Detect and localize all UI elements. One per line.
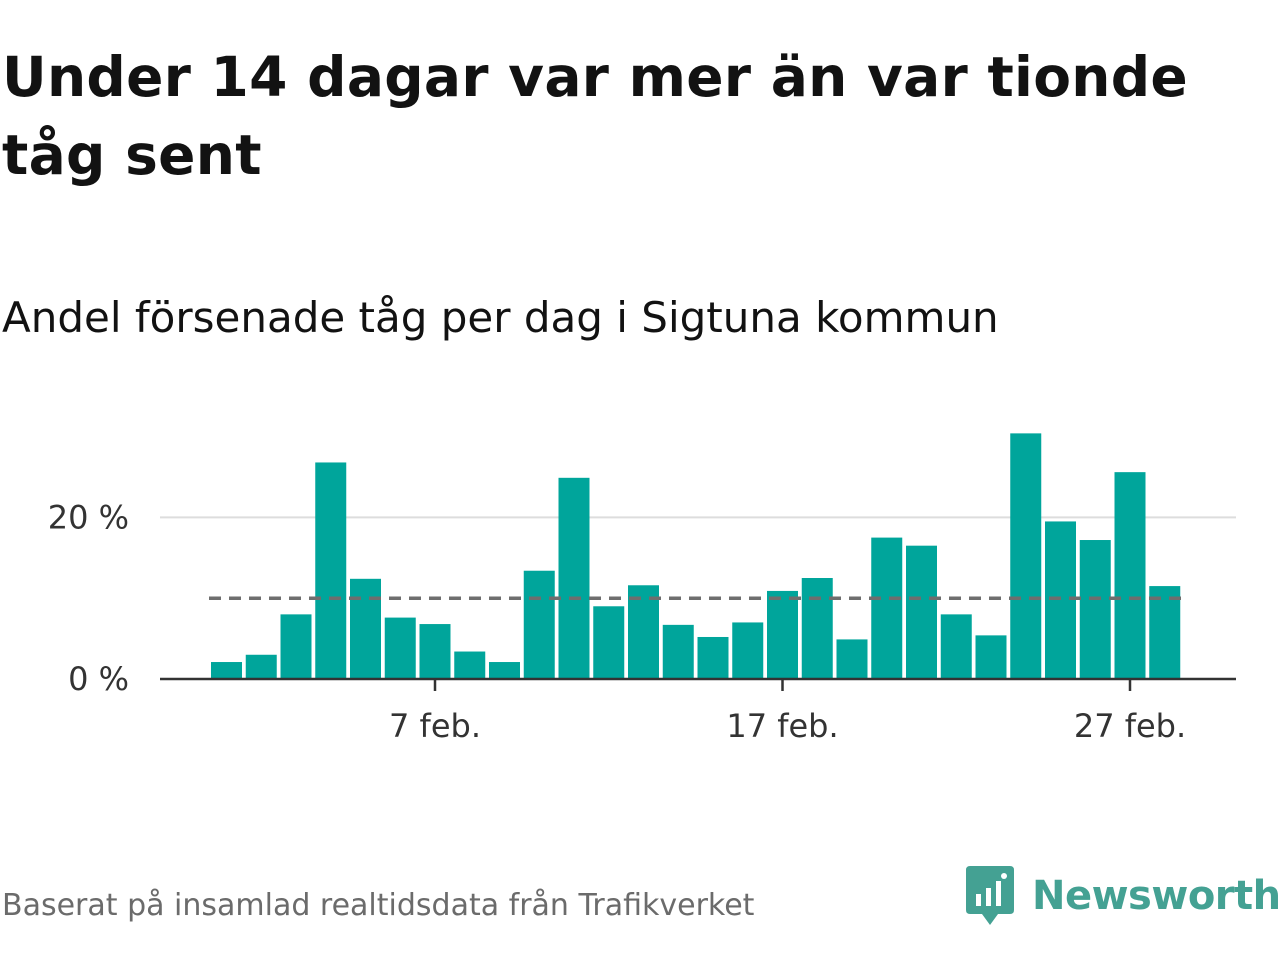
bar bbox=[1114, 472, 1146, 679]
bar bbox=[1045, 521, 1076, 679]
bar bbox=[836, 639, 868, 679]
source-note: Baserat på insamlad realtidsdata från Tr… bbox=[2, 888, 755, 923]
bar bbox=[593, 606, 625, 679]
bar bbox=[871, 537, 903, 679]
axes: 0 % 20 % 7 feb. 17 feb. 27 feb. bbox=[48, 498, 1236, 745]
brand-logo[interactable]: Newsworthy bbox=[964, 864, 1280, 928]
bar bbox=[697, 636, 729, 679]
bar bbox=[280, 614, 312, 679]
bar bbox=[906, 545, 937, 679]
x-tick-label: 7 feb. bbox=[389, 707, 481, 745]
bar bbox=[558, 477, 590, 679]
bar bbox=[454, 651, 486, 679]
bar bbox=[523, 570, 555, 679]
x-tick-label: 17 feb. bbox=[726, 707, 838, 745]
bars bbox=[211, 433, 1181, 679]
newsworthy-logo-icon bbox=[966, 866, 1014, 925]
y-tick-label: 20 % bbox=[48, 498, 129, 536]
bar bbox=[940, 614, 972, 679]
brand-name: Newsworthy bbox=[1032, 873, 1280, 919]
bar bbox=[315, 462, 347, 679]
bar bbox=[662, 624, 694, 679]
bar bbox=[384, 617, 416, 679]
x-tick-label: 27 feb. bbox=[1074, 707, 1186, 745]
bar bbox=[419, 624, 451, 679]
bar bbox=[489, 662, 520, 679]
bar bbox=[767, 590, 798, 679]
bar bbox=[732, 622, 764, 679]
bar bbox=[1010, 433, 1042, 679]
bar bbox=[801, 578, 833, 679]
bar bbox=[350, 578, 381, 679]
y-tick-label: 0 % bbox=[68, 660, 129, 698]
bar bbox=[628, 585, 659, 679]
bar bbox=[245, 654, 277, 679]
chart-subtitle: Andel försenade tåg per dag i Sigtuna ko… bbox=[2, 293, 999, 342]
bar bbox=[975, 635, 1007, 679]
bar bbox=[1079, 540, 1111, 679]
chart-title: Under 14 dagar var mer än var tionde tåg… bbox=[2, 45, 1189, 187]
bar bbox=[211, 662, 242, 679]
bar bbox=[1149, 586, 1181, 679]
